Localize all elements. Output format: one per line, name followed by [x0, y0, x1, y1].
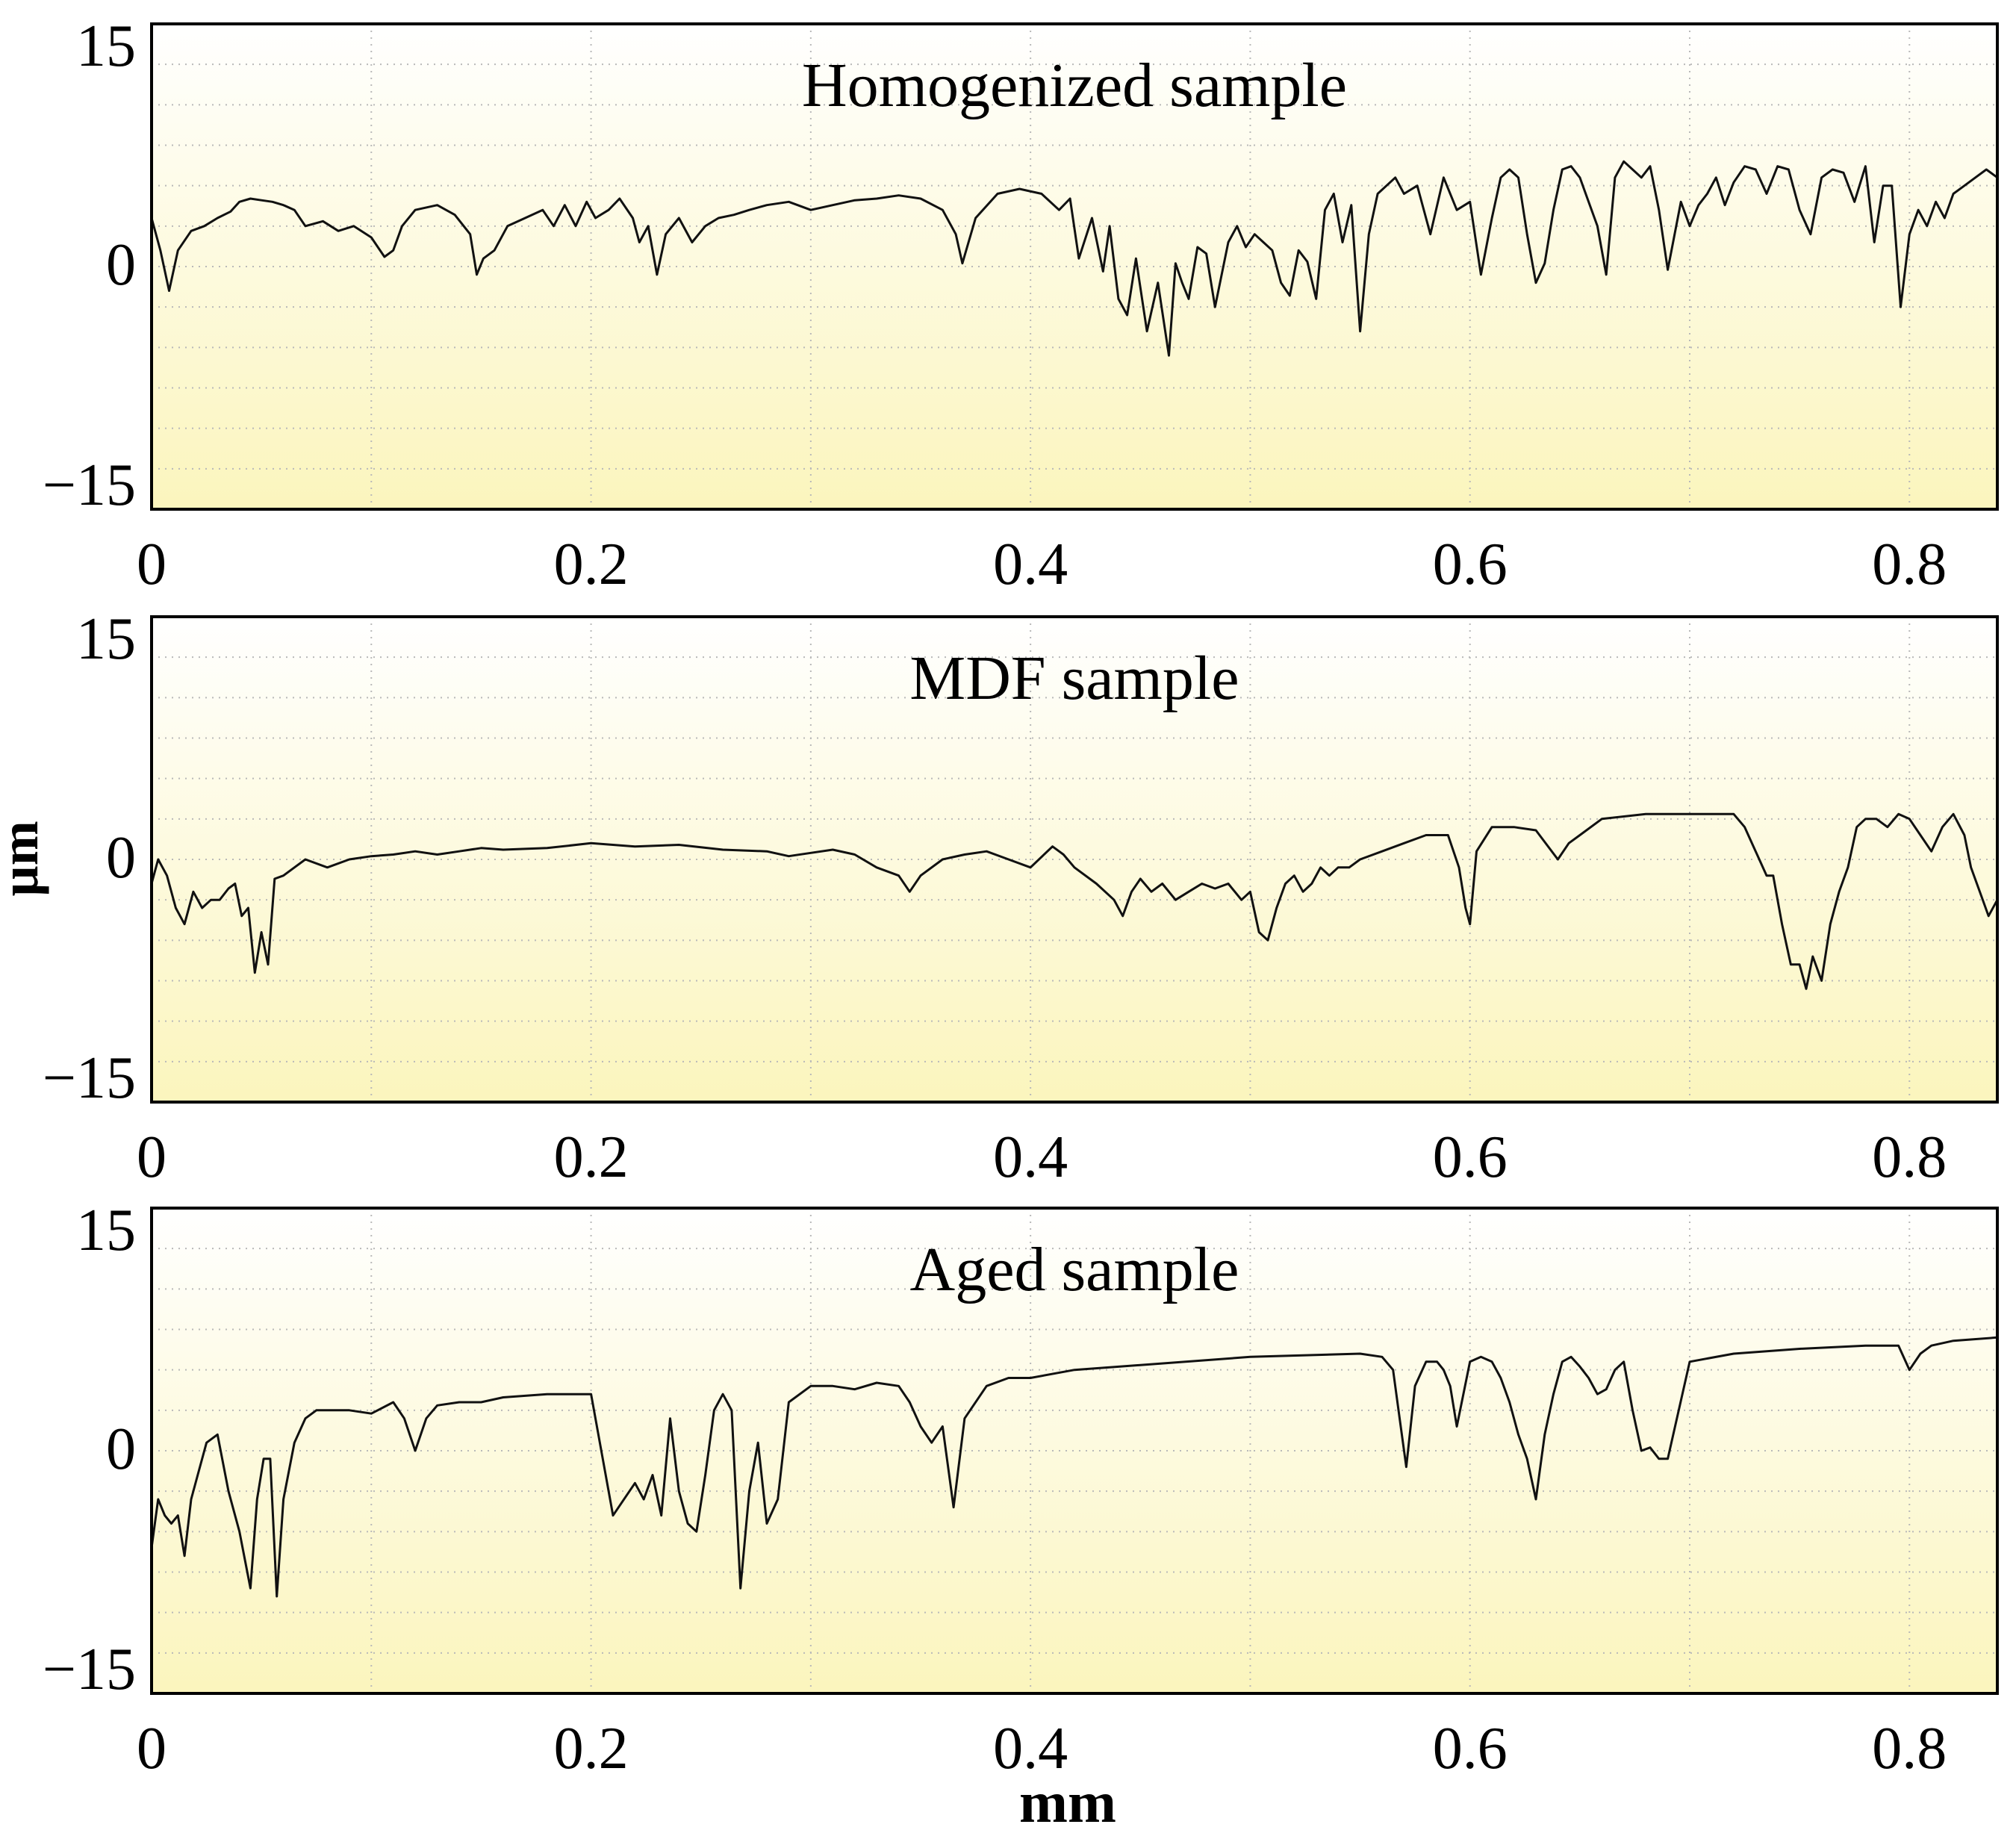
x-tick-label: 0.6 — [1433, 1124, 1508, 1190]
x-tick-label: 0.2 — [554, 1124, 629, 1190]
y-tick-label: 0 — [106, 825, 136, 891]
x-tick-label: 0.4 — [993, 532, 1068, 597]
x-tick-label: 0.2 — [554, 532, 629, 597]
x-tick-label: 0.8 — [1872, 532, 1947, 597]
profile-line-mdf — [150, 812, 1999, 990]
x-tick-label: 0.2 — [554, 1716, 629, 1782]
chart-title: MDF sample — [910, 644, 1239, 713]
x-tick-label: 0.4 — [993, 1124, 1068, 1190]
x-tick-label: 0.4 — [993, 1716, 1068, 1782]
y-axis-label: µm — [0, 821, 49, 896]
plot-frame — [150, 615, 1999, 1104]
y-tick-label: −15 — [43, 1045, 136, 1111]
plot-frame — [150, 1207, 1999, 1695]
x-tick-label: 0 — [137, 1124, 167, 1190]
profile-line-aged — [150, 1336, 1998, 1598]
y-tick-label: 0 — [106, 1416, 136, 1482]
y-tick-label: −15 — [43, 1637, 136, 1702]
x-tick-label: 0.6 — [1433, 532, 1508, 597]
x-tick-label: 0.6 — [1433, 1716, 1508, 1782]
x-tick-label: 0.8 — [1872, 1124, 1947, 1190]
plot-frame — [150, 22, 1999, 511]
x-tick-label: 0.8 — [1872, 1716, 1947, 1782]
y-tick-label: 15 — [76, 606, 136, 672]
y-tick-label: 15 — [76, 13, 136, 79]
y-tick-label: 15 — [76, 1198, 136, 1263]
y-tick-label: 0 — [106, 232, 136, 298]
x-tick-label: 0 — [137, 532, 167, 597]
y-tick-label: −15 — [43, 452, 136, 518]
chart-title: Aged sample — [910, 1235, 1239, 1304]
x-axis-label: mm — [1019, 1770, 1116, 1835]
profile-line-homogenized — [150, 160, 1998, 357]
chart-title: Homogenized sample — [802, 51, 1347, 120]
x-tick-label: 0 — [137, 1716, 167, 1782]
